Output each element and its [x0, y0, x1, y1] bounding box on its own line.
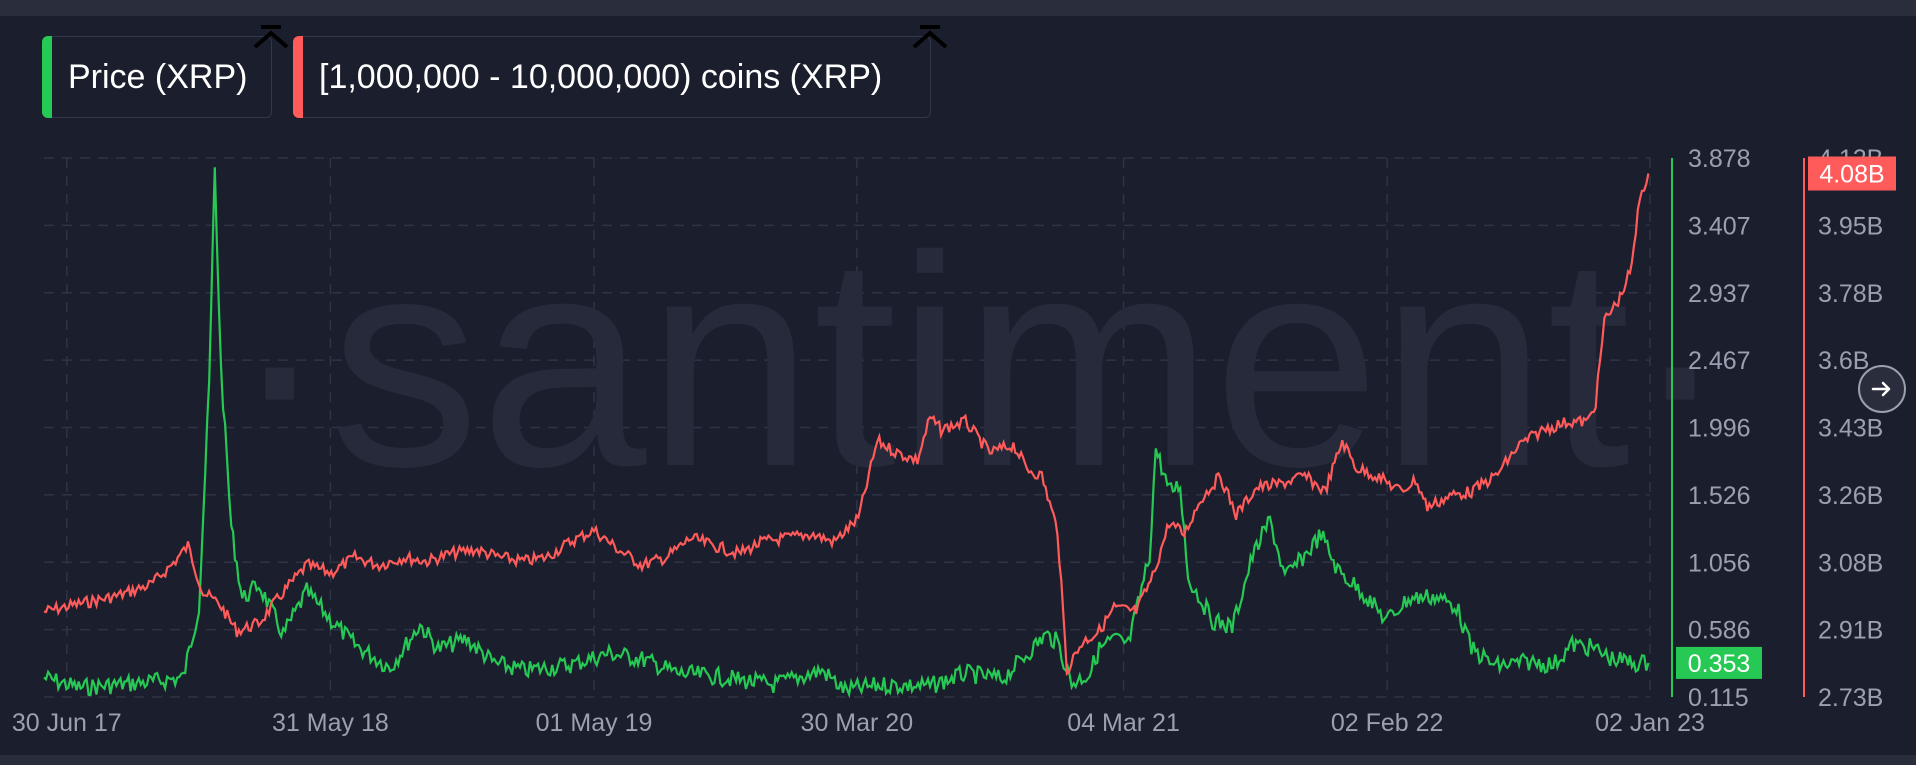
x-tick-label: 04 Mar 21: [1067, 709, 1180, 737]
legend-price-label: Price (XRP): [68, 57, 248, 96]
price-tick-label: 0.586: [1688, 617, 1751, 645]
x-tick-label: 30 Mar 20: [801, 709, 914, 737]
legend-price[interactable]: Price (XRP): [42, 25, 289, 118]
holders-tick-label: 3.95B: [1818, 212, 1883, 240]
legend-holders[interactable]: [1,000,000 - 10,000,000) coins (XRP): [293, 25, 948, 118]
holders-tick-label: 3.43B: [1818, 415, 1883, 443]
holders-tick-label: 3.26B: [1818, 482, 1883, 510]
current-holders-label: 4.08B: [1819, 161, 1884, 189]
holders-tick-label: 3.78B: [1818, 280, 1883, 308]
holders-tick-label: 2.91B: [1818, 617, 1883, 645]
current-price-badge: [1676, 646, 1762, 679]
holders-tick-label: 3.08B: [1818, 549, 1883, 577]
x-tick-label: 02 Jan 23: [1595, 709, 1705, 737]
series-line-price: [43, 167, 1650, 699]
arrow-right-icon: [1871, 381, 1891, 397]
watermark: ·santiment·: [230, 193, 1730, 529]
current-price-label: 0.353: [1688, 650, 1751, 678]
grid: [44, 157, 1651, 698]
legend-holders-label: [1,000,000 - 10,000,000) coins (XRP): [319, 57, 883, 96]
chevron-up-icon[interactable]: [251, 23, 291, 53]
next-button[interactable]: [1858, 365, 1906, 413]
x-tick-label: 30 Jun 17: [12, 709, 122, 737]
series-layer: [43, 167, 1650, 699]
legend-price-swatch: [42, 36, 52, 118]
price-tick-label: 1.996: [1688, 415, 1751, 443]
x-tick-label: 02 Feb 22: [1331, 709, 1444, 737]
x-tick-label: 01 May 19: [536, 709, 653, 737]
chevron-up-icon[interactable]: [910, 23, 950, 53]
price-tick-label: 3.407: [1688, 212, 1751, 240]
price-tick-label: 2.467: [1688, 347, 1751, 375]
bottom-bar: [0, 755, 1916, 765]
axes: 3.8784.12B3.4073.95B2.9373.78B2.4673.6B1…: [12, 145, 1896, 737]
current-holders-badge: [1808, 156, 1896, 191]
price-tick-label: 1.056: [1688, 549, 1751, 577]
holders-tick-label: 2.73B: [1818, 684, 1883, 712]
top-bar: [0, 0, 1916, 16]
holders-tick-label: 3.6B: [1818, 347, 1869, 375]
price-tick-label: 3.878: [1688, 145, 1751, 173]
price-tick-label: 0.115: [1688, 684, 1749, 712]
price-tick-label: 1.526: [1688, 482, 1751, 510]
series-line-holders: [43, 173, 1650, 677]
x-tick-label: 31 May 18: [272, 709, 389, 737]
legend-holders-swatch: [293, 36, 303, 118]
price-tick-label: 2.937: [1688, 280, 1751, 308]
